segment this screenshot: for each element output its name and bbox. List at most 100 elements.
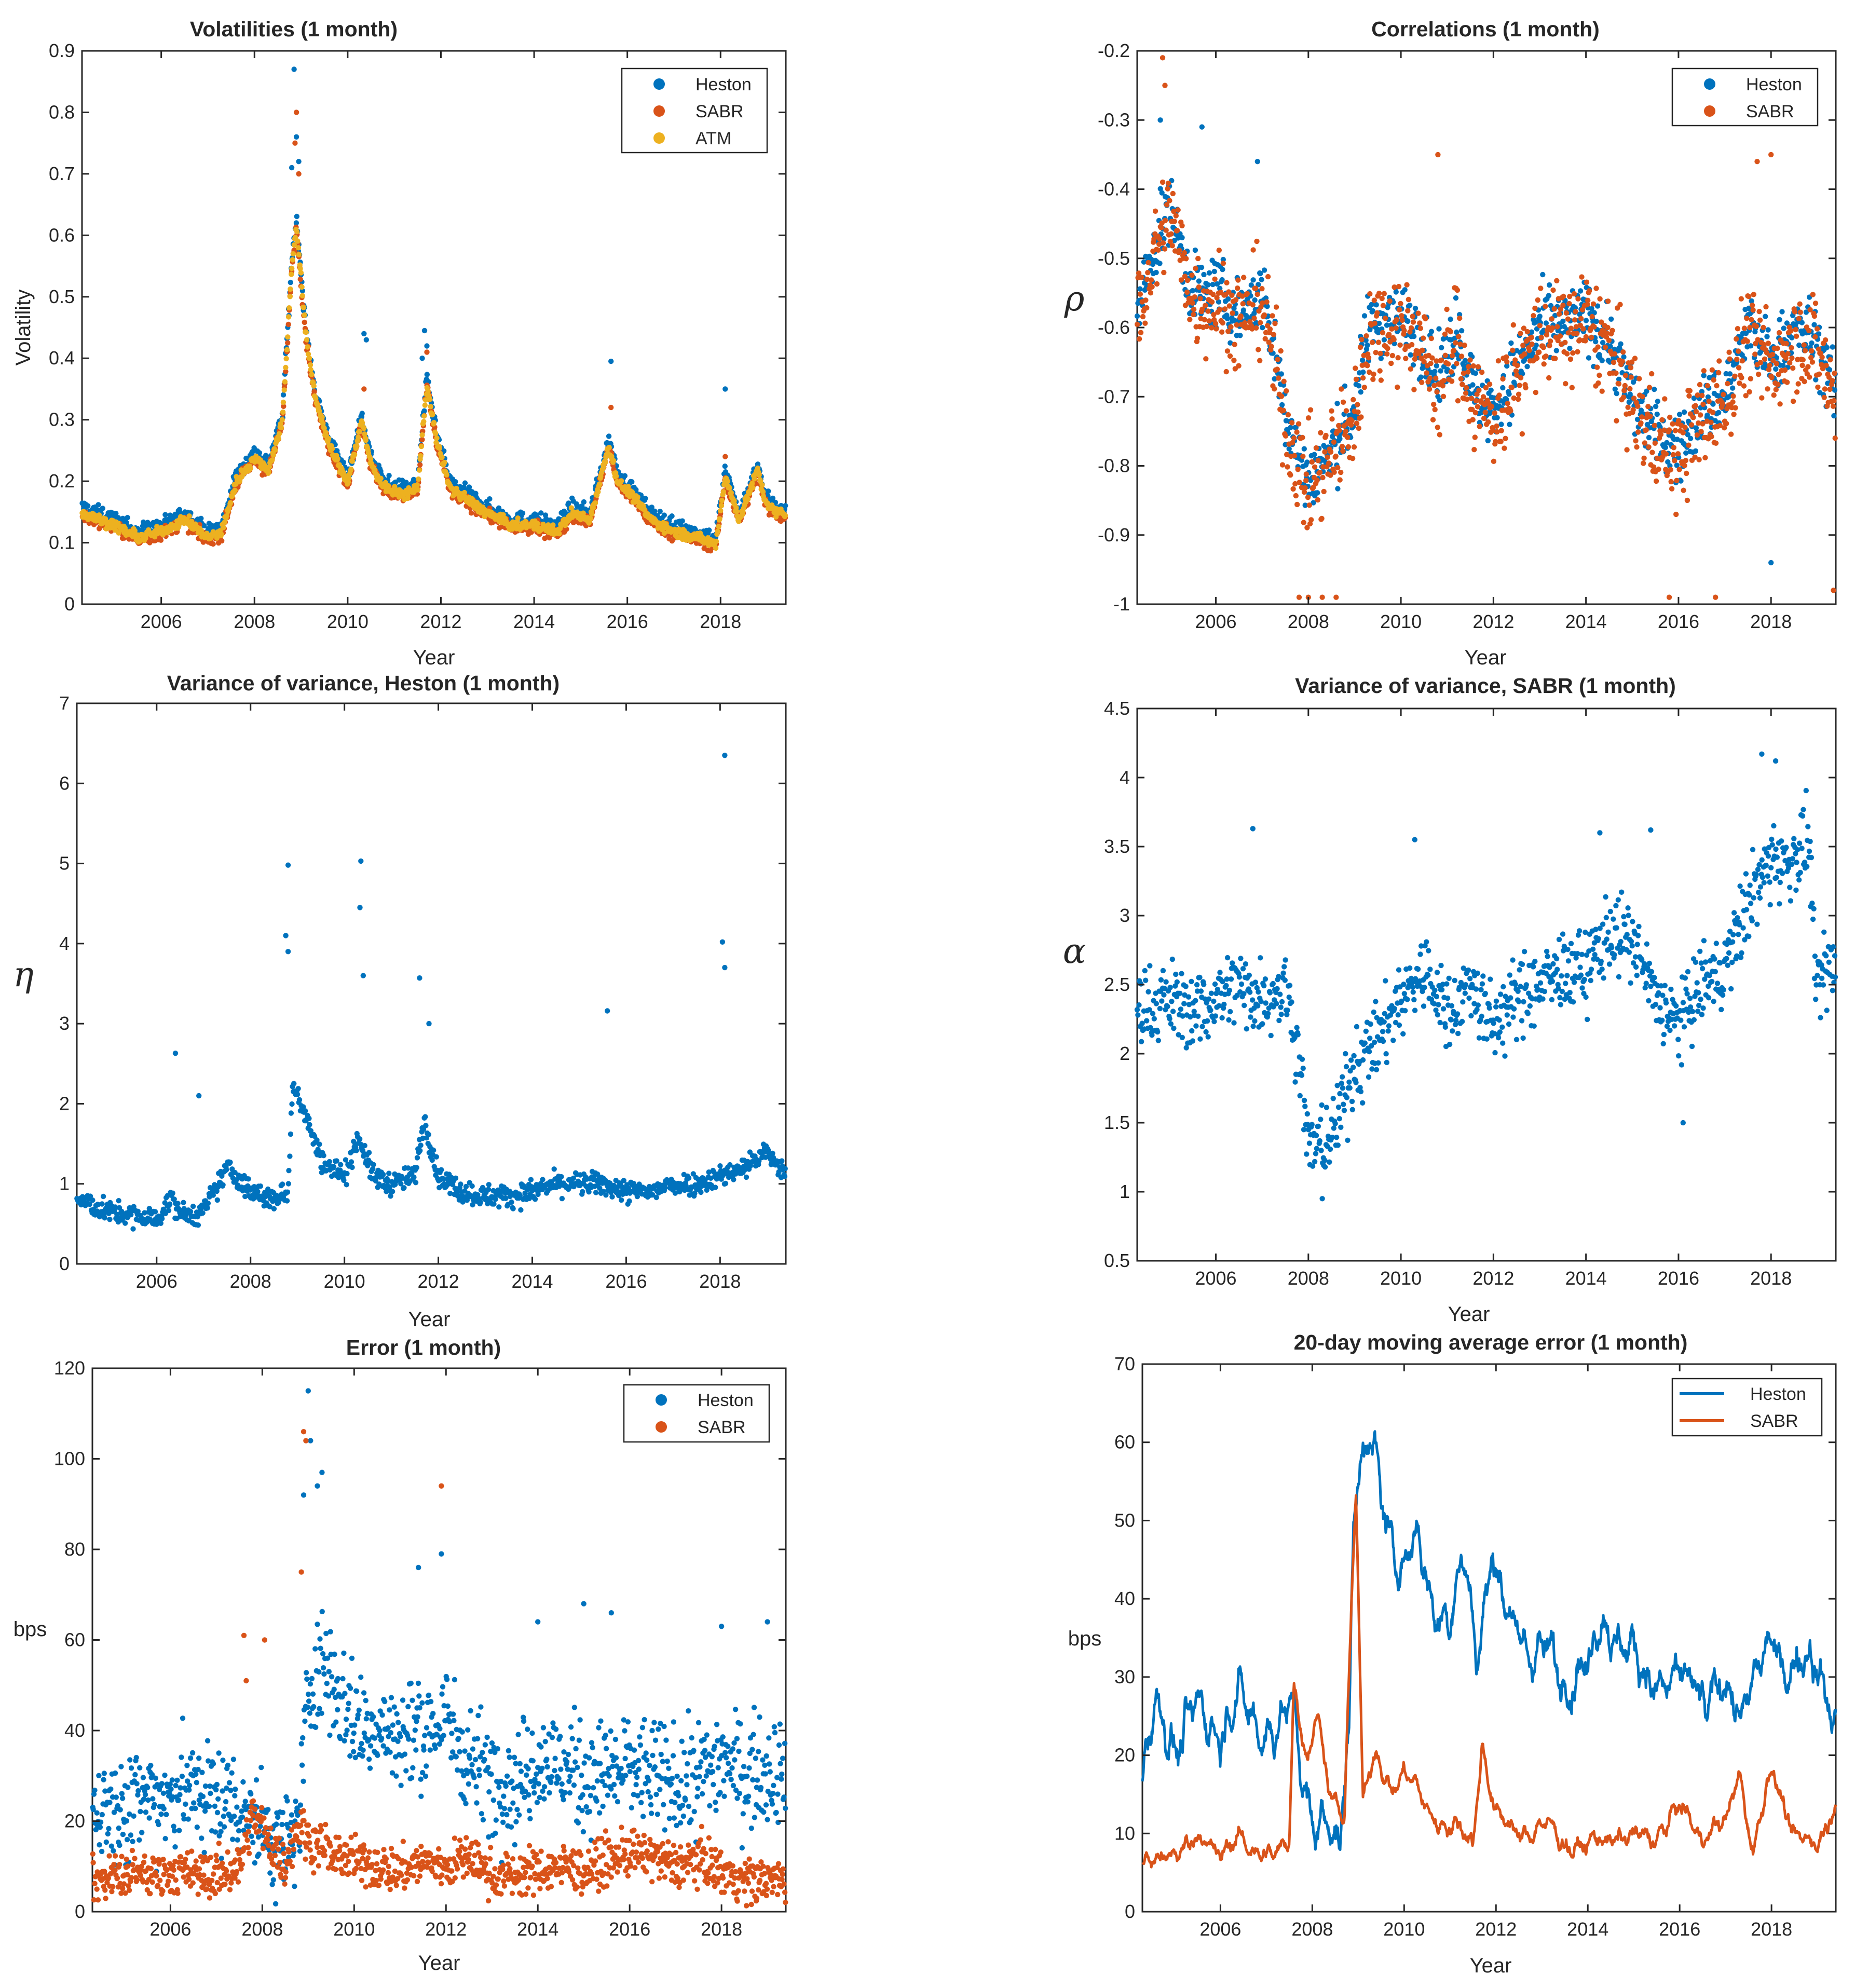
data-point-atm	[228, 500, 234, 506]
data-point-sabr	[1494, 423, 1499, 429]
data-point-sabr	[1261, 312, 1267, 318]
data-point-heston	[361, 331, 367, 336]
data-point-sabr	[1579, 274, 1585, 280]
data-point-heston	[1259, 277, 1264, 282]
data-point-atm	[610, 458, 617, 464]
data-point-heston	[1261, 267, 1267, 273]
data-point-sabr	[1329, 408, 1334, 414]
data-point-atm	[270, 452, 277, 458]
data-point-sabr	[1547, 338, 1553, 344]
data-point-sabr	[1419, 379, 1425, 385]
data-point-sabr	[1621, 394, 1627, 400]
data-point-sabr	[1303, 471, 1309, 477]
data-point-atm	[550, 522, 556, 528]
data-point-sabr	[1457, 315, 1463, 321]
data-point-atm	[442, 459, 447, 466]
data-point-heston	[1428, 329, 1435, 334]
data-point-sabr	[1295, 467, 1301, 472]
data-point-atm	[363, 438, 369, 443]
data-point-heston	[296, 159, 302, 165]
data-point-sabr	[1323, 432, 1329, 439]
data-point-sabr	[1190, 300, 1195, 306]
data-point-sabr	[1335, 465, 1341, 471]
data-point-sabr	[722, 454, 728, 459]
data-point-sabr	[1272, 321, 1278, 326]
data-point-sabr	[1684, 470, 1689, 476]
data-point-heston	[1312, 452, 1317, 457]
x-axis-label: Year	[413, 646, 455, 669]
data-point-sabr	[1427, 375, 1433, 381]
data-point-sabr	[1757, 360, 1764, 365]
data-point-atm	[285, 314, 292, 320]
data-point-heston	[1418, 374, 1424, 380]
data-point-sabr	[1495, 358, 1502, 364]
data-point-sabr	[1549, 316, 1554, 322]
data-point-atm	[288, 286, 293, 292]
data-point-sabr	[1274, 366, 1280, 372]
data-point-sabr	[1564, 351, 1570, 357]
data-point-sabr	[1568, 325, 1574, 331]
data-point-heston	[1335, 486, 1341, 492]
data-point-sabr	[1410, 314, 1415, 319]
data-point-sabr	[1181, 250, 1187, 256]
data-point-sabr	[1354, 420, 1360, 426]
data-point-atm	[635, 494, 640, 500]
data-point-heston	[1260, 325, 1265, 331]
data-point-sabr	[1395, 355, 1401, 361]
data-point-sabr	[1437, 432, 1442, 438]
data-point-sabr	[1269, 344, 1274, 349]
data-point-heston	[1134, 313, 1140, 319]
data-point-atm	[718, 502, 725, 509]
data-point-heston	[1593, 339, 1599, 345]
data-point-sabr	[1250, 302, 1256, 308]
data-point-sabr	[1508, 408, 1513, 414]
data-point-sabr	[1370, 376, 1376, 382]
y-tick-label: 0.1	[49, 532, 75, 553]
data-point-sabr	[1529, 334, 1534, 341]
data-point-sabr	[1496, 392, 1502, 398]
data-point-sabr	[1594, 364, 1600, 370]
data-point-sabr	[1652, 423, 1657, 428]
data-point-sabr	[1580, 326, 1586, 332]
data-point-sabr	[1320, 474, 1326, 481]
data-point-sabr	[1331, 439, 1337, 445]
data-point-heston	[608, 358, 614, 364]
data-point-heston	[280, 392, 287, 398]
data-point-sabr	[1683, 457, 1688, 464]
data-point-sabr	[1686, 393, 1692, 399]
data-point-atm	[294, 229, 300, 235]
data-point-sabr	[1704, 383, 1710, 389]
data-point-sabr	[1662, 396, 1668, 402]
data-point-heston	[1361, 313, 1368, 319]
data-point-sabr	[424, 349, 430, 355]
data-point-sabr	[1202, 317, 1207, 323]
data-point-sabr	[1515, 396, 1521, 402]
data-point-sabr	[1668, 479, 1674, 485]
data-point-sabr	[1371, 371, 1376, 377]
data-point-atm	[434, 435, 440, 441]
data-point-sabr	[1763, 304, 1769, 310]
data-point-heston	[1593, 318, 1599, 324]
data-point-sabr	[1393, 325, 1399, 331]
data-point-sabr	[1340, 448, 1346, 454]
data-point-sabr	[1572, 317, 1578, 323]
data-point-heston	[1567, 346, 1573, 351]
data-point-sabr	[1375, 339, 1382, 345]
data-point-sabr	[1351, 444, 1357, 450]
data-point-sabr	[1343, 428, 1348, 434]
data-point-sabr	[1331, 469, 1337, 475]
data-point-sabr	[1417, 320, 1423, 326]
data-point-sabr	[1424, 370, 1429, 376]
data-point-atm	[299, 293, 305, 298]
data-point-atm	[335, 456, 340, 462]
data-point-sabr	[1377, 350, 1383, 357]
data-point-atm	[285, 334, 291, 340]
data-point-sabr	[1614, 418, 1619, 424]
data-point-sabr	[1595, 380, 1601, 386]
data-point-atm	[427, 397, 433, 402]
data-point-atm	[303, 329, 309, 335]
data-point-sabr	[1676, 418, 1682, 424]
data-point-sabr	[1405, 308, 1411, 314]
data-point-atm	[311, 383, 317, 389]
data-point-sabr	[1651, 464, 1657, 470]
